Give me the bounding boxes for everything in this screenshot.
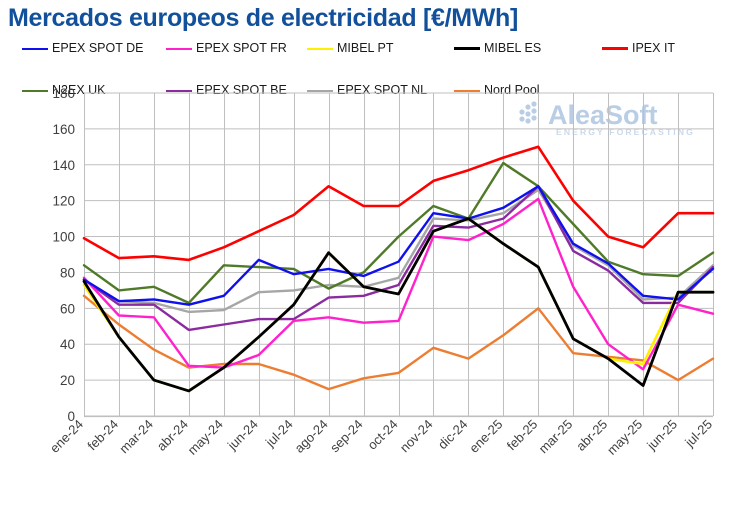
y-tick-label: 140	[52, 158, 75, 173]
x-tick-label: may-24	[185, 417, 226, 458]
y-tick-label: 20	[60, 373, 75, 388]
watermark-dot	[519, 116, 525, 122]
series-line-epex-spot-de	[82, 185, 715, 306]
chart-title: Mercados europeos de electricidad [€/MWh…	[8, 4, 519, 32]
x-tick-label: jun-24	[224, 417, 261, 454]
watermark-brand: AleaSoft	[548, 100, 658, 130]
legend-item-epex-spot-de[interactable]: EPEX SPOT DE	[22, 38, 143, 59]
legend-line-swatch	[22, 89, 48, 92]
legend-item-ipex-it[interactable]: IPEX IT	[602, 38, 675, 59]
x-tick-label: feb-25	[504, 417, 541, 454]
watermark-dot	[519, 109, 525, 115]
y-tick-label: 80	[60, 265, 75, 280]
legend-line-swatch	[166, 47, 192, 50]
y-tick-label: 60	[60, 301, 75, 316]
x-tick-label: ago-24	[291, 417, 330, 456]
y-axis-tick-labels: 0 20 40 60 80 100 120 140 160 180	[52, 86, 75, 424]
legend-line-swatch	[454, 89, 480, 92]
legend-line-swatch	[307, 47, 333, 50]
legend-item-mibel-es[interactable]: MIBEL ES	[454, 38, 541, 59]
y-tick-label: 120	[52, 194, 75, 209]
legend-line-swatch	[166, 89, 192, 92]
x-tick-label: jun-25	[643, 417, 680, 454]
legend-line-swatch	[307, 89, 333, 92]
series-line-nord-pool	[82, 294, 715, 391]
y-tick-label: 0	[67, 409, 75, 424]
data-series-lines	[82, 145, 715, 393]
watermark-dot	[525, 111, 531, 117]
x-tick-label: dic-24	[435, 417, 471, 453]
legend-label: MIBEL ES	[484, 41, 542, 55]
series-line-ipex-it	[82, 145, 715, 262]
x-tick-label: nov-24	[397, 417, 436, 456]
legend-line-swatch	[602, 47, 628, 50]
series-line-epex-spot-nl	[82, 188, 715, 314]
watermark-dot	[531, 108, 537, 114]
legend-item-epex-spot-fr[interactable]: EPEX SPOT FR	[166, 38, 287, 59]
legend-label: IPEX IT	[632, 41, 676, 55]
x-tick-label: oct-24	[364, 417, 400, 453]
series-line-epex-spot-fr	[82, 197, 715, 371]
watermark-dot	[531, 115, 537, 121]
y-tick-label: 100	[52, 230, 75, 245]
watermark-dot	[531, 101, 537, 107]
series-line-mibel-es	[82, 217, 715, 393]
legend-item-mibel-pt[interactable]: MIBEL PT	[307, 38, 394, 59]
x-tick-label: jul-25	[681, 417, 715, 451]
x-tick-label: feb-24	[84, 417, 121, 454]
legend-line-swatch	[454, 47, 480, 50]
legend-row-1: EPEX SPOT DE EPEX SPOT FR MIBEL PT MIBEL ES…	[22, 38, 722, 59]
x-tick-label: mar-25	[536, 417, 576, 457]
watermark-dot	[525, 118, 531, 124]
watermark-dot	[525, 104, 531, 110]
y-tick-label: 40	[60, 337, 75, 352]
y-tick-label: 180	[52, 86, 75, 101]
legend-label: EPEX SPOT FR	[196, 41, 287, 55]
legend-label: MIBEL PT	[337, 41, 394, 55]
series-line-epex-spot-be	[82, 185, 715, 332]
legend-line-swatch	[22, 47, 48, 50]
x-tick-label: may-25	[604, 417, 645, 458]
legend-label: EPEX SPOT DE	[52, 41, 144, 55]
series-line-n2ex-uk	[82, 161, 715, 305]
x-tick-label: ene-25	[466, 417, 505, 456]
watermark-tagline: ENERGY FORECASTING	[556, 127, 695, 137]
x-tick-label: sep-24	[327, 417, 366, 456]
x-tick-label: mar-24	[116, 417, 156, 457]
y-tick-label: 160	[52, 122, 75, 137]
